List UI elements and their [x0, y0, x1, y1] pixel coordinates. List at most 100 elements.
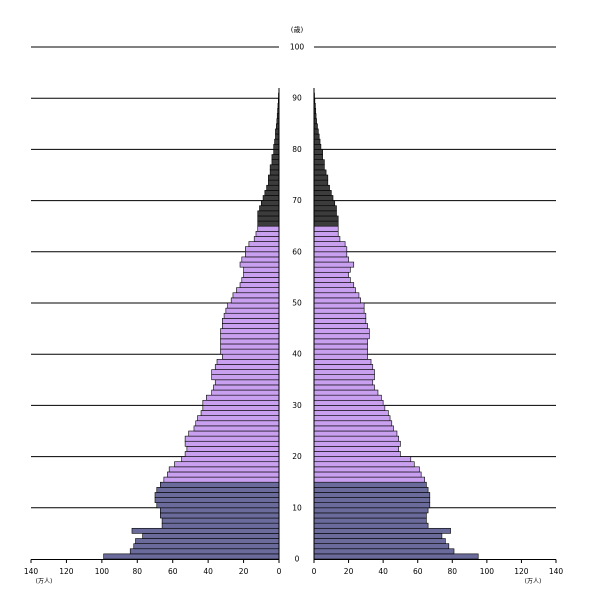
bar-left-age-79 — [273, 149, 280, 155]
bar-right-age-66 — [313, 215, 339, 222]
bar-left-age-59 — [245, 251, 280, 258]
bar-left-age-50 — [230, 297, 280, 304]
left-bars — [103, 92, 280, 560]
bar-left-age-28 — [200, 410, 280, 416]
bar-left-age-60 — [245, 246, 280, 253]
bar-left-age-2 — [133, 543, 280, 550]
bar-left-age-45 — [222, 323, 280, 329]
bar-right-age-39 — [313, 353, 368, 360]
bar-left-age-37 — [214, 364, 280, 370]
age-tick-label-10: 10 — [292, 503, 302, 512]
age-tick-label-80: 80 — [292, 145, 302, 154]
bar-left-age-51 — [232, 292, 280, 299]
bar-right-age-72 — [313, 184, 330, 191]
bar-left-age-7 — [161, 517, 280, 524]
bar-right-age-82 — [313, 133, 320, 140]
bar-right-age-16 — [313, 471, 422, 478]
bar-left-age-36 — [211, 369, 280, 375]
bar-left-age-66 — [257, 215, 280, 222]
bar-left-age-61 — [248, 241, 280, 247]
bar-right-age-23 — [313, 435, 399, 442]
bar-right-age-53 — [313, 282, 355, 288]
bar-left-age-62 — [253, 236, 280, 242]
bar-right-age-27 — [313, 415, 391, 422]
bar-right-age-30 — [313, 399, 384, 406]
bar-right-age-13 — [313, 487, 429, 493]
bar-left-age-15 — [163, 476, 280, 483]
bar-left-age-43 — [220, 333, 280, 340]
bar-right-age-77 — [313, 159, 325, 166]
bar-right-age-19 — [313, 456, 412, 463]
bar-right-age-41 — [313, 343, 368, 350]
bar-left-age-31 — [206, 394, 280, 401]
bar-right-age-60 — [313, 246, 348, 253]
bar-left-age-16 — [167, 471, 280, 478]
age-tick-label-40: 40 — [292, 350, 302, 359]
bar-right-age-7 — [313, 517, 427, 524]
bar-right-age-64 — [313, 225, 339, 232]
bar-left-age-1 — [129, 548, 280, 555]
bar-right-age-35 — [313, 374, 375, 381]
bar-left-age-4 — [142, 533, 280, 539]
bar-right-age-62 — [313, 236, 341, 242]
bar-left-age-10 — [156, 502, 280, 509]
age-unit-label: (歳) — [291, 25, 304, 34]
bar-right-age-4 — [313, 533, 443, 539]
bar-right-age-44 — [313, 328, 370, 335]
bar-left-age-67 — [257, 210, 280, 217]
bar-left-age-76 — [269, 164, 280, 171]
bar-right-age-55 — [313, 271, 349, 278]
age-tick-label-100: 100 — [290, 43, 305, 52]
bar-right-age-61 — [313, 241, 346, 247]
bar-right-age-78 — [313, 154, 323, 160]
bar-left-age-42 — [220, 338, 280, 345]
bar-left-age-49 — [227, 302, 280, 309]
bar-right-age-68 — [313, 205, 337, 212]
bar-left-age-73 — [268, 179, 280, 186]
bar-left-age-70 — [262, 195, 280, 201]
bar-left-age-78 — [271, 154, 280, 160]
left-x-tick-label-100: 100 — [95, 567, 110, 576]
right-x-tick-label-120: 120 — [514, 567, 529, 576]
bar-left-age-41 — [220, 343, 280, 350]
bar-right-age-18 — [313, 461, 415, 468]
bar-right-age-74 — [313, 174, 329, 181]
bar-right-age-65 — [313, 220, 339, 227]
bar-left-age-29 — [202, 405, 280, 411]
right-x-tick-label-140: 140 — [549, 567, 564, 576]
bar-right-age-48 — [313, 307, 365, 314]
bar-left-age-56 — [243, 266, 280, 273]
bar-right-age-42 — [313, 338, 368, 345]
bar-right-age-36 — [313, 369, 375, 375]
bar-right-age-73 — [313, 179, 329, 186]
bar-left-age-80 — [273, 143, 280, 150]
axes — [30, 87, 557, 563]
bar-right-age-9 — [313, 507, 429, 514]
bar-right-age-21 — [313, 446, 399, 452]
bar-right-age-15 — [313, 476, 425, 483]
bar-right-age-33 — [313, 384, 375, 391]
bar-right-age-31 — [313, 394, 382, 401]
age-tick-label-70: 70 — [292, 196, 302, 205]
bar-right-age-76 — [313, 164, 325, 171]
bar-left-age-3 — [135, 538, 280, 544]
bar-left-age-82 — [275, 133, 280, 140]
bar-right-age-47 — [313, 312, 367, 319]
right-x-tick-label-20: 20 — [344, 567, 354, 576]
age-tick-label-30: 30 — [292, 401, 302, 410]
bar-left-age-5 — [131, 527, 280, 534]
bar-right-age-63 — [313, 231, 339, 237]
bar-left-age-39 — [222, 353, 280, 360]
bar-left-age-54 — [241, 277, 280, 283]
bar-right-age-38 — [313, 359, 372, 365]
bar-left-age-57 — [239, 261, 280, 268]
left-x-unit-label: (万人) — [36, 578, 53, 585]
left-x-tick-label-60: 60 — [168, 567, 178, 576]
bar-right-age-3 — [313, 538, 446, 544]
age-tick-label-60: 60 — [292, 247, 302, 256]
bar-right-age-40 — [313, 348, 368, 355]
age-tick-label-50: 50 — [292, 299, 302, 308]
bar-right-age-11 — [313, 497, 431, 503]
right-x-tick-label-40: 40 — [378, 567, 388, 576]
